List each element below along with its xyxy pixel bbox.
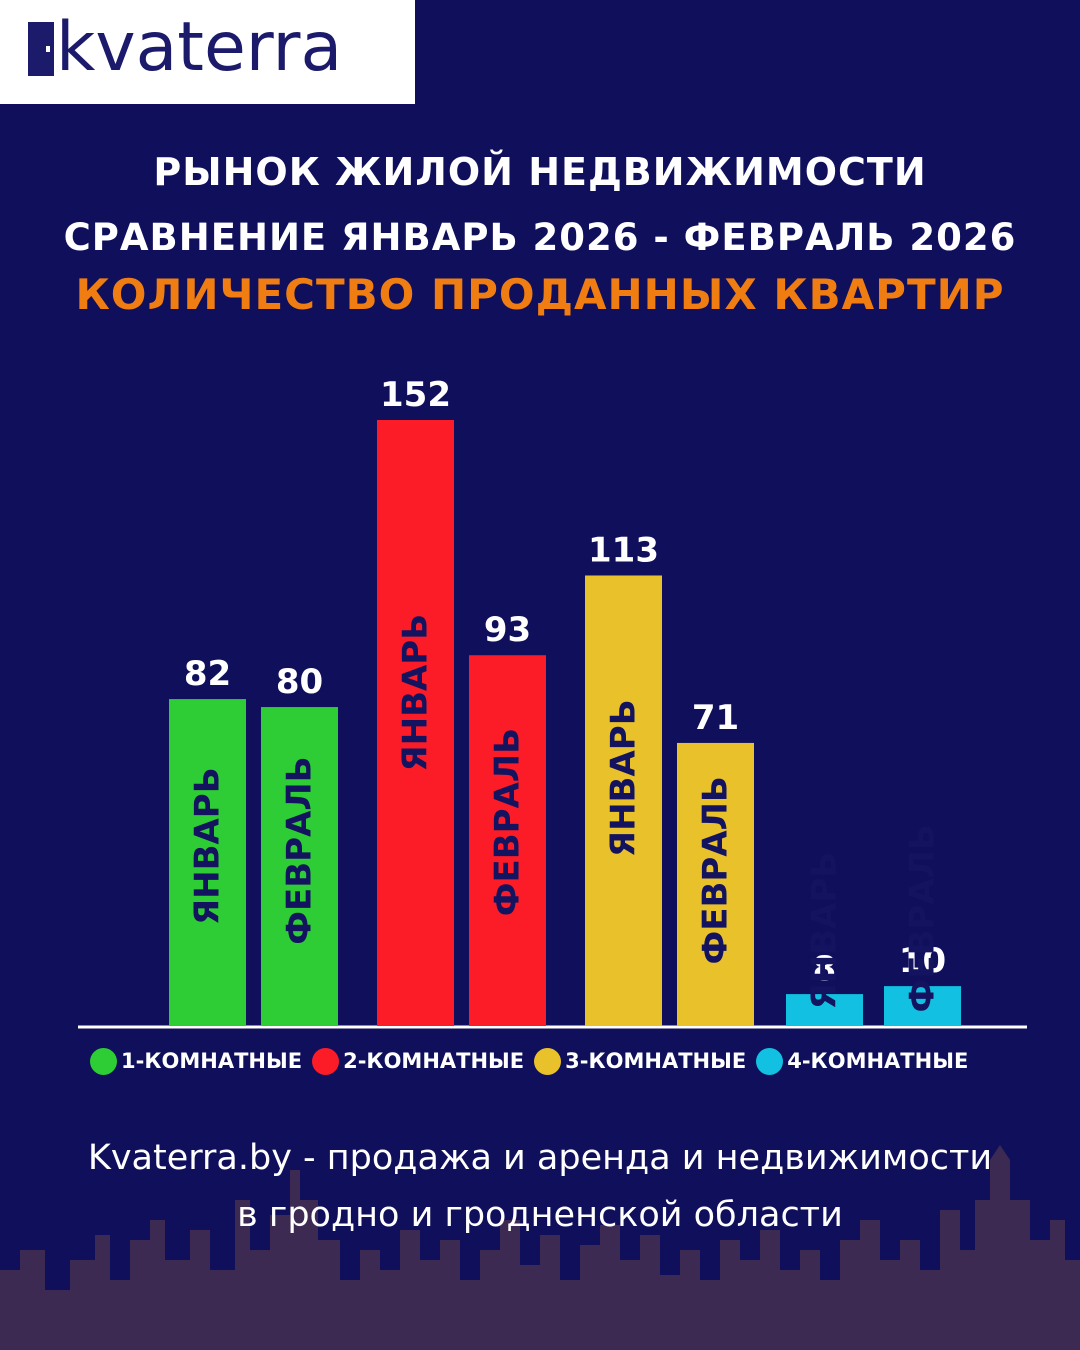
bar-value-label: 8 (813, 949, 837, 989)
legend-item: 4-КОМНАТНЫЕ (756, 1047, 969, 1075)
footer-line-2: в гродно и гродненской области (237, 1195, 843, 1235)
bar (786, 994, 863, 1026)
bar-value-label: 113 (588, 530, 659, 570)
legend-label: 4-КОМНАТНЫЕ (787, 1049, 969, 1073)
bar-value-label: 10 (899, 941, 946, 981)
legend-item: 2-КОМНАТНЫЕ (312, 1047, 525, 1075)
bar-value-label: 71 (692, 698, 739, 738)
legend-item: 3-КОМНАТНЫЕ (534, 1047, 747, 1075)
bar-series-label: ЯНВАРЬ (604, 699, 644, 857)
bar (884, 986, 961, 1026)
legend-dot-icon (534, 1047, 562, 1075)
legend-dot-icon (312, 1047, 340, 1075)
chart-title: КОЛИЧЕСТВО ПРОДАННЫХ КВАРТИР (75, 270, 1005, 319)
bar-value-label: 93 (484, 610, 531, 650)
bar-value-label: 152 (380, 375, 451, 415)
door-icon (28, 22, 54, 76)
bar-value-label: 80 (276, 662, 323, 702)
bar (261, 707, 338, 1026)
legend-label: 3-КОМНАТНЫЕ (565, 1049, 747, 1073)
bar-series-label: ФЕВРАЛЬ (903, 824, 943, 1012)
city-skyline (0, 1145, 1080, 1350)
bar (677, 742, 754, 1026)
legend-label: 2-КОМНАТНЫЕ (343, 1049, 525, 1073)
chart-legend: 1-КОМНАТНЫЕ 2-КОМНАТНЫЕ 3-КОМНАТНЫЕ 4-КО… (90, 1046, 978, 1076)
bar-series-label: ЯНВАРЬ (188, 767, 228, 925)
legend-label: 1-КОМНАТНЫЕ (121, 1049, 303, 1073)
bar (585, 575, 662, 1026)
bar-series-label: ФЕВРАЛЬ (696, 776, 736, 964)
bar (377, 420, 454, 1026)
bar-series-label: ФЕВРАЛЬ (280, 756, 320, 944)
legend-dot-icon (756, 1047, 784, 1075)
header-title: РЫНОК ЖИЛОЙ НЕДВИЖИМОСТИ (153, 150, 927, 194)
bar-series-label: ЯНВАРЬ (805, 852, 845, 1010)
legend-dot-icon (90, 1047, 117, 1075)
logo: kvaterra (0, 0, 415, 104)
bar-series-label: ФЕВРАЛЬ (488, 728, 528, 916)
legend-item: 1-КОМНАТНЫЕ (90, 1047, 303, 1075)
bar-value-label: 82 (184, 654, 231, 694)
logo-text: kvaterra (56, 8, 343, 87)
bar (469, 655, 546, 1026)
header-subtitle: СРАВНЕНИЕ ЯНВАРЬ 2026 - ФЕВРАЛЬ 2026 (63, 216, 1017, 259)
bar-series-label: ЯНВАРЬ (396, 614, 436, 772)
bar (169, 699, 246, 1026)
footer-line-1: Kvaterra.by - продажа и аренда и недвижи… (87, 1138, 993, 1178)
